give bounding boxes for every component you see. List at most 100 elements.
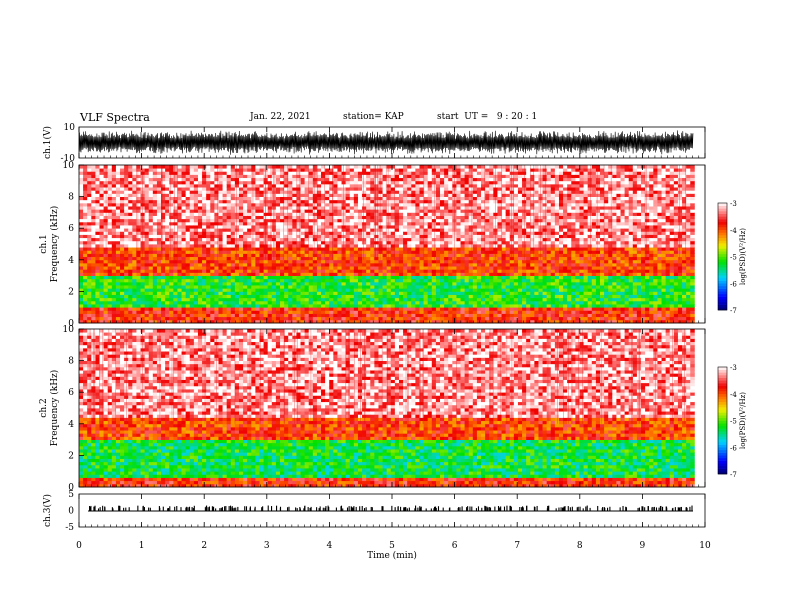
spectrogram-cell bbox=[427, 300, 433, 305]
spectrogram-cell bbox=[476, 278, 482, 283]
spectrogram-cell bbox=[243, 291, 248, 295]
spectrogram-cell bbox=[378, 285, 383, 289]
spectrogram-cell bbox=[398, 187, 404, 191]
spectrogram-cell bbox=[259, 253, 265, 258]
spectrogram-cell bbox=[325, 310, 330, 314]
spectrogram-cell bbox=[333, 165, 338, 169]
spectrogram-cell bbox=[140, 294, 146, 299]
spectrogram-cell bbox=[173, 307, 178, 311]
spectrogram-cell bbox=[403, 300, 408, 305]
spectrogram-cell bbox=[440, 212, 445, 216]
spectrogram-cell bbox=[173, 209, 178, 213]
spectrogram-cell bbox=[218, 231, 223, 235]
spectrogram-cell bbox=[128, 165, 133, 169]
spectrogram-cell bbox=[144, 278, 150, 283]
spectrogram-cell bbox=[107, 291, 113, 295]
spectrogram-cell bbox=[267, 310, 273, 314]
spectrogram-cell bbox=[177, 294, 182, 299]
spectrogram-cell bbox=[275, 231, 281, 235]
spectrogram-cell bbox=[444, 180, 449, 185]
spectrogram-cell bbox=[448, 165, 453, 169]
spectrogram-cell bbox=[173, 256, 178, 261]
spectrogram-cell bbox=[79, 228, 84, 232]
spectrogram-cell bbox=[456, 297, 461, 302]
spectrogram-cell bbox=[280, 253, 285, 258]
spectrogram-cell bbox=[243, 266, 248, 270]
spectrogram-cell bbox=[193, 165, 199, 169]
spectrogram-cell bbox=[329, 190, 334, 194]
spectrogram-cell bbox=[378, 221, 383, 226]
spectrogram-cell bbox=[238, 199, 244, 204]
spectrogram-cell bbox=[140, 281, 146, 286]
spectrogram-cell bbox=[415, 250, 420, 254]
spectrogram-cell bbox=[316, 310, 322, 314]
spectrogram-cell bbox=[390, 231, 396, 235]
spectrogram-cell bbox=[444, 244, 449, 248]
spectrogram-cell bbox=[419, 256, 424, 261]
spectrogram-cell bbox=[132, 240, 137, 245]
spectrogram-cell bbox=[476, 234, 482, 239]
spectrogram-cell bbox=[161, 206, 166, 210]
spectrogram-cell bbox=[226, 307, 232, 311]
spectrogram-cell bbox=[440, 310, 445, 314]
spectrogram-cell bbox=[136, 209, 141, 213]
spectrogram-cell bbox=[275, 297, 281, 302]
spectrogram-cell bbox=[238, 288, 244, 292]
spectrogram-cell bbox=[275, 212, 281, 216]
spectrogram-cell bbox=[280, 218, 285, 223]
spectrogram-cell bbox=[230, 319, 236, 324]
spectrogram-cell bbox=[107, 206, 113, 210]
spectrogram-cell bbox=[394, 244, 400, 248]
spectrogram-cell bbox=[407, 168, 412, 172]
spectrogram-cell bbox=[181, 247, 187, 251]
spectrogram-cell bbox=[308, 291, 314, 295]
spectrogram-cell bbox=[255, 307, 260, 311]
spectrogram-cell bbox=[386, 165, 392, 169]
spectrogram-cell bbox=[271, 177, 277, 182]
spectrogram-cell bbox=[411, 291, 416, 295]
spectrogram-cell bbox=[83, 180, 88, 185]
spectrogram-cell bbox=[444, 206, 449, 210]
spectrogram-cell bbox=[218, 291, 223, 295]
spectrogram-cell bbox=[206, 307, 211, 311]
spectrogram-cell bbox=[230, 278, 236, 283]
spectrogram-cell bbox=[156, 278, 162, 283]
spectrogram-cell bbox=[394, 281, 400, 286]
spectrogram-cell bbox=[284, 259, 289, 264]
spectrogram-cell bbox=[128, 174, 133, 179]
spectrogram-cell bbox=[165, 228, 170, 232]
spectrogram-cell bbox=[275, 300, 281, 305]
spectrogram-cell bbox=[115, 247, 121, 251]
spectrogram-cell bbox=[230, 174, 236, 179]
spectrogram-cell bbox=[345, 291, 351, 295]
spectrogram-cell bbox=[300, 269, 306, 273]
spectrogram-cell bbox=[448, 193, 453, 197]
spectrogram-cell bbox=[99, 225, 105, 229]
spectrogram-cell bbox=[329, 228, 334, 232]
spectrogram-cell bbox=[189, 297, 195, 302]
spectrogram-cell bbox=[374, 266, 379, 270]
spectrogram-cell bbox=[79, 256, 84, 261]
spectrogram-cell bbox=[431, 266, 437, 270]
spectrogram-cell bbox=[456, 187, 461, 191]
spectrogram-cell bbox=[144, 285, 150, 289]
spectrogram-cell bbox=[362, 225, 367, 229]
spectrogram-cell bbox=[427, 174, 433, 179]
spectrogram-cell bbox=[243, 256, 248, 261]
spectrogram-cell bbox=[177, 231, 182, 235]
spectrogram-cell bbox=[226, 240, 232, 245]
spectrogram-cell bbox=[189, 183, 195, 188]
spectrogram-cell bbox=[435, 262, 441, 267]
spectrogram-cell bbox=[280, 234, 285, 239]
spectrogram-cell bbox=[300, 307, 306, 311]
spectrogram-cell bbox=[128, 316, 133, 321]
spectrogram-cell bbox=[386, 244, 392, 248]
spectrogram-cell bbox=[115, 259, 121, 264]
spectrogram-cell bbox=[263, 278, 269, 283]
spectrogram-cell bbox=[456, 313, 461, 318]
spectrogram-cell bbox=[435, 171, 441, 175]
spectrogram-cell bbox=[452, 262, 457, 267]
spectrogram-cell bbox=[337, 316, 342, 321]
spectrogram-cell bbox=[230, 240, 236, 245]
spectrogram-cell bbox=[251, 300, 256, 305]
